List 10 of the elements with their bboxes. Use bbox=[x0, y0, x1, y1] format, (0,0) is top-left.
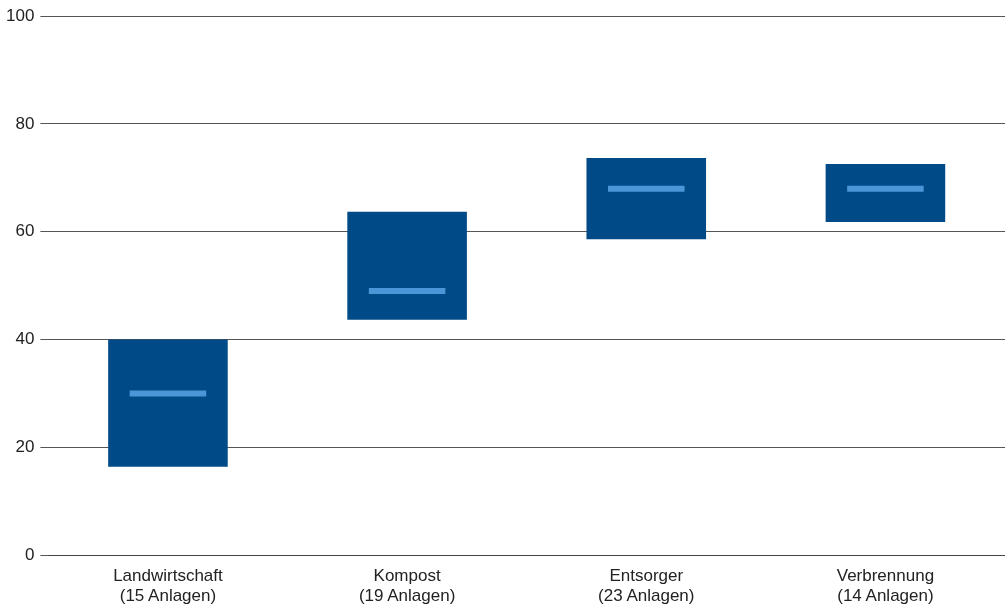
y-tick-label: 100 bbox=[5, 5, 35, 25]
y-tick-label: 20 bbox=[15, 437, 35, 457]
y-tick-label: 0 bbox=[24, 544, 35, 564]
x-tick-label: Landwirtschaft (15 Anlagen) bbox=[113, 566, 224, 606]
x-tick-label: Verbrennung (14 Anlagen) bbox=[836, 566, 935, 606]
y-tick-label: 40 bbox=[15, 329, 35, 349]
x-tick-label: Kompost (19 Anlagen) bbox=[358, 566, 456, 606]
y-tick-label: 60 bbox=[15, 221, 35, 241]
y-tick-label: 80 bbox=[15, 113, 35, 133]
x-tick-label: Entsorger (23 Anlagen) bbox=[598, 566, 695, 606]
